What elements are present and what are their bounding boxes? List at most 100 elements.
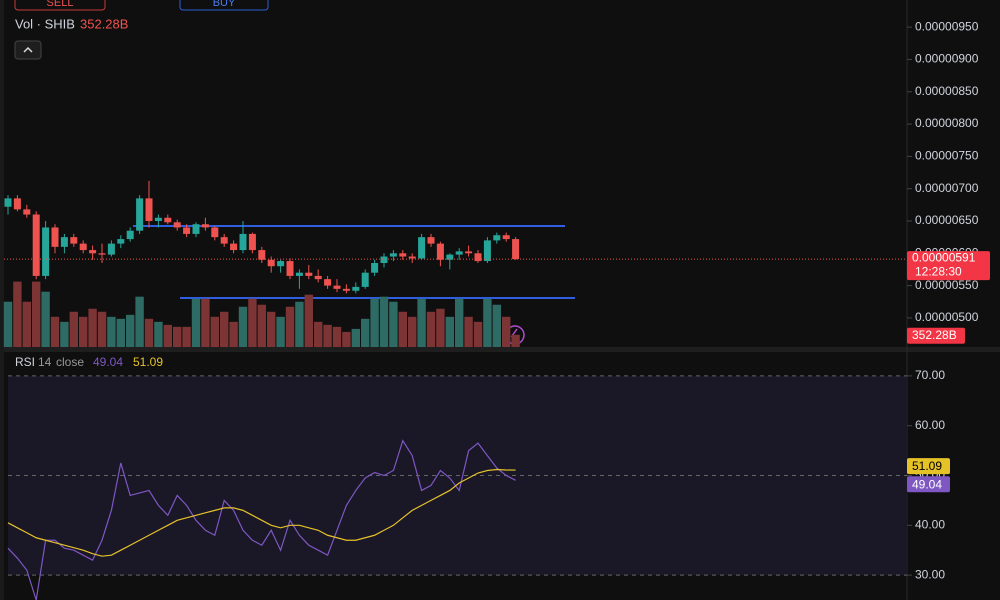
- volume-bar: [116, 318, 125, 347]
- candle-body: [117, 239, 125, 244]
- y-tick-label: 40.00: [915, 517, 945, 531]
- volume-bar: [370, 298, 379, 347]
- volume-bar: [97, 311, 107, 347]
- candle-body: [483, 240, 491, 262]
- volume-bar: [492, 304, 501, 347]
- volume-bar: [79, 316, 88, 347]
- candle-body: [51, 227, 59, 247]
- candle-body: [248, 233, 256, 251]
- volume-bar: [323, 324, 332, 347]
- rsi-title: RSI: [15, 355, 35, 369]
- volume-bar: [257, 304, 266, 347]
- buy-button[interactable]: [179, 0, 269, 11]
- volume-bar: [332, 326, 342, 347]
- sell-label[interactable]: SELL: [47, 0, 74, 9]
- volume-bar: [304, 294, 313, 347]
- candle-body: [107, 243, 115, 255]
- volume-bar: [69, 311, 78, 347]
- volume-bar: [60, 321, 69, 347]
- rsi-source: close: [56, 355, 84, 369]
- y-tick-label: 0.00000850: [915, 84, 979, 98]
- volume-bar: [107, 316, 116, 347]
- volume-bar: [314, 321, 323, 347]
- rsi-line: [7, 468, 516, 557]
- volume-bar: [379, 296, 389, 347]
- sell-button[interactable]: [14, 0, 106, 11]
- volume-tag-label: 352.28B: [912, 328, 957, 342]
- buy-label[interactable]: BUY: [213, 0, 236, 9]
- candle-body: [446, 254, 454, 260]
- volume-bar: [351, 328, 360, 347]
- candle-body: [333, 285, 341, 289]
- candle-body: [465, 251, 473, 254]
- volume-bar: [135, 296, 144, 347]
- candle-body: [230, 243, 238, 251]
- y-tick-label: 60.00: [915, 418, 945, 432]
- y-tick-label: 0.00000550: [915, 278, 979, 292]
- volume-bar: [483, 298, 492, 347]
- candle-body: [258, 250, 266, 260]
- candle-body: [512, 239, 520, 260]
- legend-value: 49.04: [93, 355, 123, 369]
- volume-bar: [229, 321, 238, 347]
- pane-divider: [0, 347, 1000, 352]
- volume-bar: [3, 301, 13, 347]
- candle-body: [286, 261, 294, 276]
- y-tick-label: 0.00000950: [915, 19, 979, 33]
- candle-body: [145, 198, 153, 221]
- candle-body: [154, 217, 162, 221]
- candle-body: [474, 253, 482, 262]
- volume-bar: [445, 316, 454, 347]
- volume-legend-name: Vol · SHIB: [15, 16, 75, 31]
- candle-body: [371, 262, 379, 273]
- candle-body: [239, 233, 247, 251]
- volume-bar: [210, 316, 219, 347]
- candle-body: [455, 251, 463, 255]
- collapse-button[interactable]: [14, 40, 42, 60]
- candle-body: [267, 259, 275, 267]
- y-tick-label: 0.00000500: [915, 310, 979, 324]
- volume-bar: [126, 314, 135, 347]
- candle-body: [89, 250, 97, 254]
- candle-body: [418, 237, 426, 259]
- volume-legend-value: 352.28B: [80, 16, 128, 31]
- volume-bar: [473, 321, 483, 347]
- candle-body: [436, 243, 444, 260]
- candle-body: [314, 275, 322, 280]
- candle-body: [408, 256, 416, 259]
- volume-bar: [276, 316, 285, 347]
- candle-body: [13, 198, 21, 210]
- volume-bar: [238, 306, 248, 347]
- collapse-icon[interactable]: [23, 46, 33, 53]
- last-price-tag: [907, 251, 990, 281]
- volume-bar: [173, 326, 182, 347]
- left-edge: [0, 0, 4, 600]
- candle-body: [126, 230, 134, 240]
- volume-bar: [464, 316, 473, 347]
- candle-body: [23, 209, 31, 215]
- value-tag: [907, 476, 950, 493]
- volume-bar: [398, 311, 407, 347]
- y-tick-label: 0.00000750: [915, 149, 979, 163]
- volume-bar: [389, 301, 398, 347]
- volume-bar: [191, 298, 201, 347]
- volume-bar: [361, 318, 370, 347]
- value-tag-label: 49.04: [912, 477, 942, 491]
- last-price-label: 0.00000591: [912, 250, 976, 264]
- volume-bar: [201, 298, 210, 347]
- volume-bar: [455, 298, 464, 347]
- volume-bar: [182, 326, 191, 347]
- candle-body: [42, 227, 50, 276]
- candle-body: [305, 272, 313, 276]
- candle-body: [361, 272, 369, 287]
- volume-bar: [248, 298, 257, 347]
- candle-body: [183, 227, 191, 234]
- countdown: 12:28:30: [915, 264, 962, 278]
- candle-body: [4, 198, 12, 207]
- candle-body: [173, 222, 181, 228]
- candle-body: [324, 279, 332, 286]
- volume-bar: [408, 316, 417, 347]
- volume-bar: [41, 291, 50, 347]
- volume-bar: [13, 281, 22, 347]
